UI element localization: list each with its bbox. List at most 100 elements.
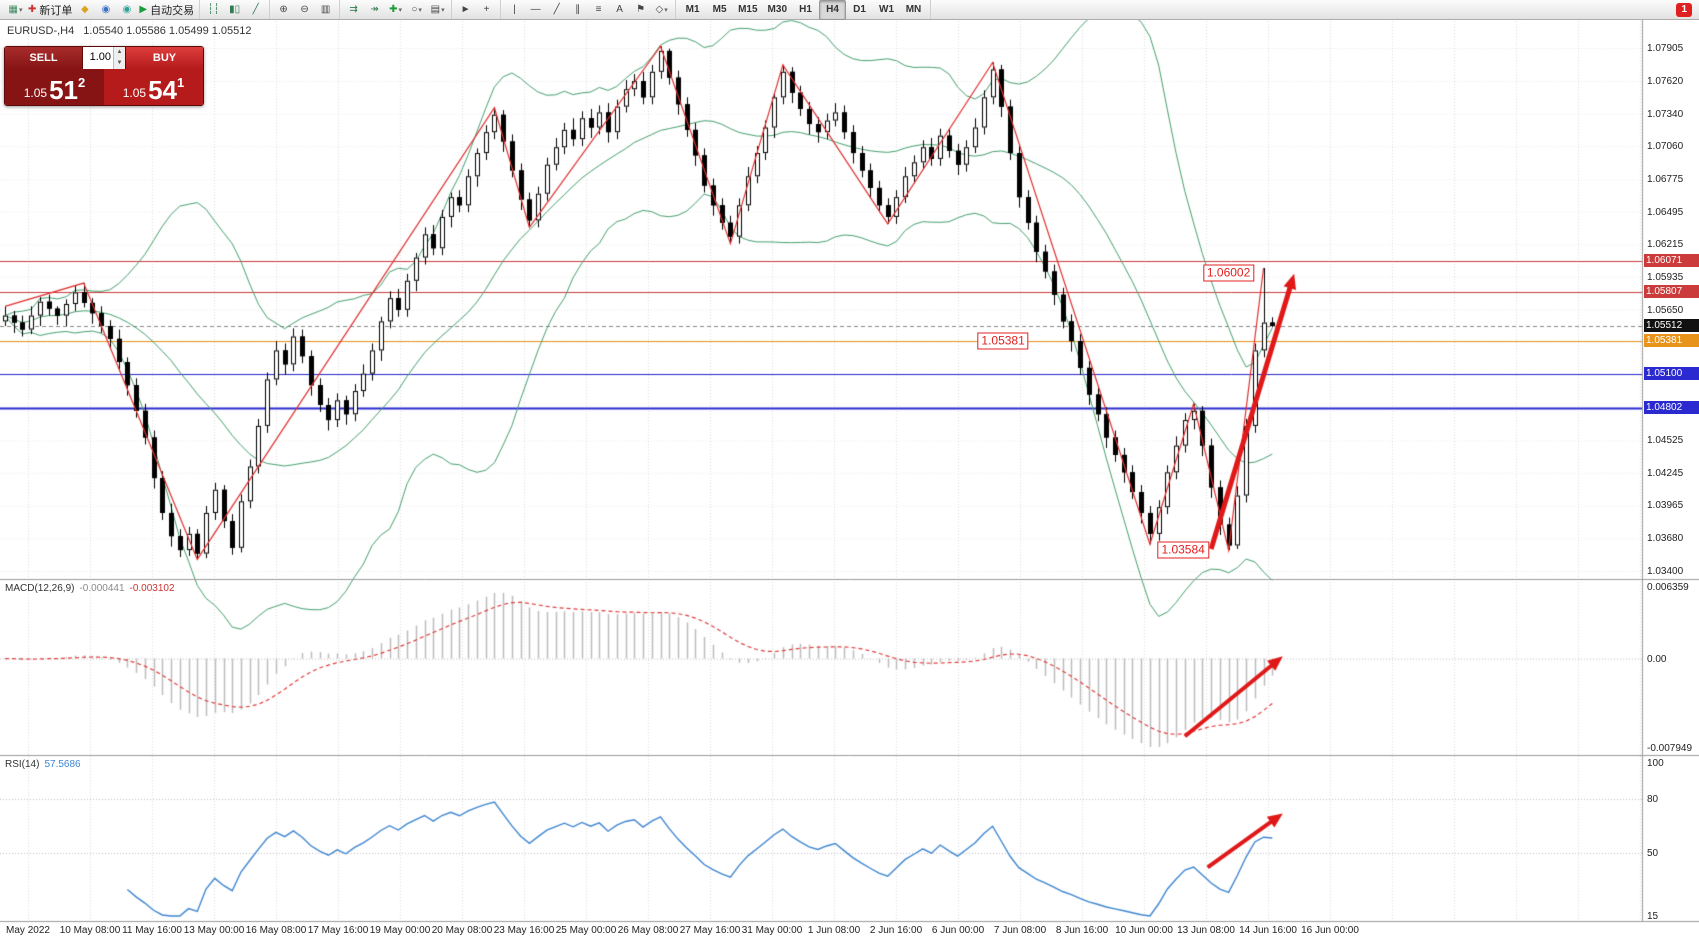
zoom-out-button[interactable]: ⊖: [294, 2, 315, 18]
indicators-button[interactable]: ✚ ▾: [385, 2, 406, 18]
timeframe-w1-button[interactable]: W1: [873, 0, 900, 20]
bar-chart-icon: ┆┆: [207, 3, 220, 15]
rsi-indicator-label: RSI(14) 57.5686: [5, 759, 81, 770]
crosshair-button[interactable]: +: [476, 2, 497, 18]
line-chart-button[interactable]: ╱: [245, 2, 266, 18]
caret-down-icon: ▾: [398, 6, 403, 14]
metaeditor-icon: ◆: [81, 3, 89, 15]
caret-down-icon: ▾: [441, 6, 445, 14]
auto-scroll-button[interactable]: ⇉: [343, 2, 364, 18]
symbol-period-label: EURUSD-,H4: [7, 25, 75, 37]
quote-header: EURUSD-,H4 1.05540 1.05586 1.05499 1.055…: [7, 25, 258, 37]
label-icon: ⚑: [636, 3, 646, 15]
cursor-icon: ►: [460, 3, 471, 15]
autotrading-button[interactable]: ▶ 自动交易: [137, 2, 196, 18]
vertical-line-button[interactable]: |: [504, 2, 525, 18]
text-icon: A: [616, 3, 623, 15]
timeframe-w1-button-label: W1: [879, 4, 894, 15]
cursor-button[interactable]: ►: [455, 2, 476, 18]
new-order-button[interactable]: ✚ 新订单: [26, 2, 74, 18]
metaeditor-button[interactable]: ◆: [74, 2, 95, 18]
horizontal-line-icon: —: [530, 3, 541, 15]
chart-shift-icon: ↠: [370, 3, 379, 15]
new-chart-button[interactable]: ▦ ▾: [5, 2, 26, 18]
line-chart-icon: ╱: [252, 3, 259, 15]
buy-price-big: 54: [148, 75, 178, 105]
rsi-name: RSI(14): [5, 759, 40, 770]
timeframe-h1-button[interactable]: H1: [792, 0, 819, 20]
fibonacci-icon: ≡: [595, 3, 602, 15]
cursor-group: ► +: [452, 0, 502, 19]
volume-field[interactable]: 1.00 ▲ ▼: [82, 47, 126, 69]
trendline-icon: ╱: [553, 3, 560, 15]
timeframe-h4-button[interactable]: H4: [819, 0, 846, 20]
timeframe-m15-button-label: M15: [738, 4, 758, 15]
trendline-button[interactable]: ╱: [546, 2, 567, 18]
vertical-line-icon: |: [513, 3, 516, 15]
timeframe-m30-button-label: M30: [767, 4, 787, 15]
templates-icon: ▤: [430, 3, 441, 15]
mql5-community-button[interactable]: ◉: [95, 2, 116, 18]
new-order-icon: ✚: [28, 3, 37, 15]
buy-button[interactable]: BUY: [126, 47, 203, 69]
auto-scroll-icon: ⇉: [349, 3, 358, 15]
caret-down-icon: ▾: [418, 6, 422, 14]
timeframe-d1-button[interactable]: D1: [846, 0, 873, 20]
rsi-value: 57.5686: [44, 759, 81, 770]
timeframe-m5-button-label: M5: [712, 4, 727, 15]
caret-down-icon: ▾: [18, 6, 23, 14]
timeframe-h4-button-label: H4: [826, 4, 839, 15]
macd-value-main: -0.000441: [79, 583, 125, 594]
market-button[interactable]: ◉: [116, 2, 137, 18]
shapes-button[interactable]: ◇ ▾: [651, 2, 672, 18]
one-click-price-row: 1.05 51 2 1.05 54 1: [5, 69, 203, 105]
objects-group: | — ╱ ∥ ≡ A ⚑ ◇ ▾: [501, 0, 677, 19]
buy-price[interactable]: 1.05 54 1: [104, 69, 203, 105]
timeframe-m30-button[interactable]: M30: [763, 0, 792, 20]
timeframe-h1-button-label: H1: [799, 4, 812, 15]
equidistant-channel-icon: ∥: [575, 3, 581, 15]
volume-spinner: ▲ ▼: [113, 47, 125, 69]
templates-button[interactable]: ▤ ▾: [427, 2, 448, 18]
autotrading-icon: ▶: [139, 3, 148, 15]
timeframe-m1-button[interactable]: M1: [679, 0, 706, 20]
notifications-badge[interactable]: 1: [1676, 3, 1692, 17]
crosshair-icon: +: [483, 3, 490, 15]
candlestick-chart-icon: ▮▯: [229, 3, 241, 15]
macd-value-signal: -0.003102: [129, 583, 175, 594]
sell-price[interactable]: 1.05 51 2: [5, 69, 104, 105]
timeframe-m5-button[interactable]: M5: [706, 0, 733, 20]
macd-name: MACD(12,26,9): [5, 583, 75, 594]
periods-button[interactable]: ○ ▾: [406, 2, 427, 18]
shapes-icon: ◇: [655, 3, 664, 15]
sell-price-sup: 2: [78, 75, 86, 90]
volume-up-button[interactable]: ▲: [114, 47, 125, 58]
zoom-out-icon: ⊖: [300, 3, 309, 15]
timeframe-mn-button[interactable]: MN: [900, 0, 927, 20]
equidistant-channel-button[interactable]: ∥: [567, 2, 588, 18]
candlestick-chart-button[interactable]: ▮▯: [224, 2, 245, 18]
periods-icon: ○: [411, 3, 418, 15]
macd-indicator-label: MACD(12,26,9) -0.000441 -0.003102: [5, 583, 175, 594]
one-click-trading-panel: SELL 1.00 ▲ ▼ BUY 1.05 51 2 1.05 54 1: [4, 46, 204, 106]
fibonacci-button[interactable]: ≡: [588, 2, 609, 18]
zoom-group: ⊕ ⊖ ▥: [270, 0, 341, 19]
tile-windows-button[interactable]: ▥: [315, 2, 336, 18]
bar-chart-button[interactable]: ┆┆: [203, 2, 224, 18]
chart-shift-button[interactable]: ↠: [364, 2, 385, 18]
buy-price-sup: 1: [177, 75, 185, 90]
volume-down-button[interactable]: ▼: [114, 58, 125, 69]
new-order-button-label: 新订单: [39, 4, 73, 17]
timeframe-m15-button[interactable]: M15: [733, 0, 762, 20]
autotrading-button-label: 自动交易: [150, 4, 195, 17]
zoom-in-icon: ⊕: [279, 3, 288, 15]
mql5-community-icon: ◉: [101, 3, 111, 15]
horizontal-line-button[interactable]: —: [525, 2, 546, 18]
label-button[interactable]: ⚑: [630, 2, 651, 18]
sell-button[interactable]: SELL: [5, 47, 82, 69]
text-button[interactable]: A: [609, 2, 630, 18]
scroll-group: ⇉ ↠ ✚ ▾ ○ ▾ ▤ ▾: [340, 0, 453, 19]
zoom-in-button[interactable]: ⊕: [273, 2, 294, 18]
